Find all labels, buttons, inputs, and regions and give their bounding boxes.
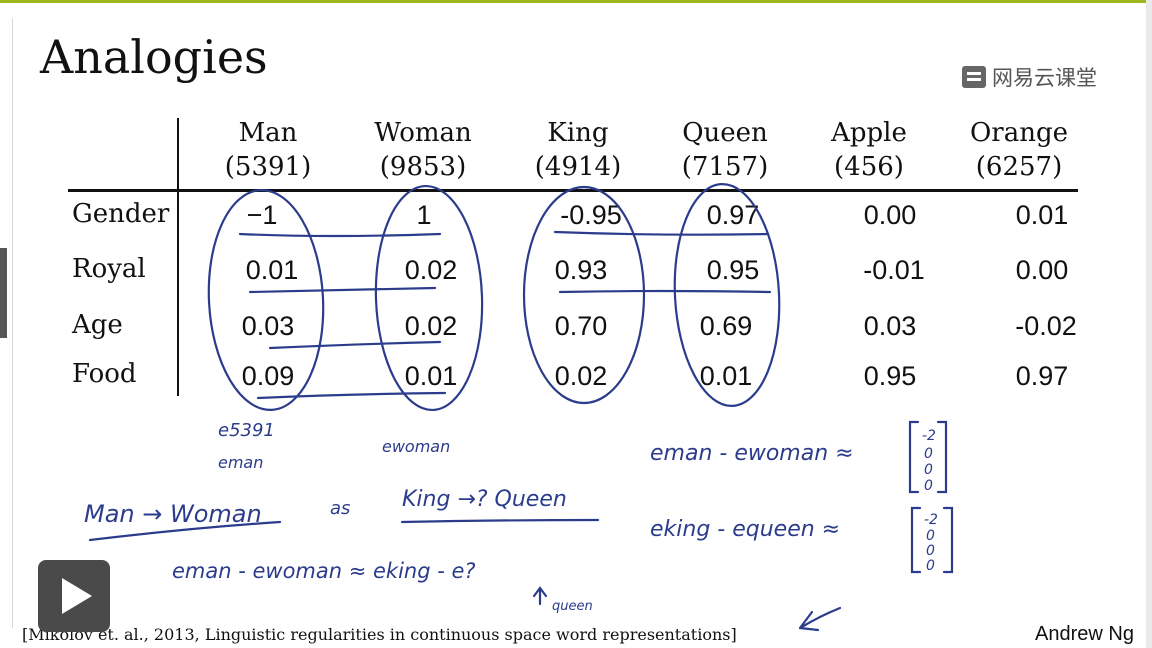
ellipse-king-column <box>522 185 646 405</box>
table-cell: 0.09 <box>241 361 295 391</box>
hw-eman: eman <box>218 453 263 472</box>
hw-analogy-as: as <box>330 498 350 519</box>
column-index: (6257) <box>975 152 1063 182</box>
table-cell: 0.69 <box>699 311 753 341</box>
table-cell: -0.95 <box>560 200 622 230</box>
watermark-logo: 网易云课堂 <box>962 62 1097 92</box>
table-cell: 0.02 <box>404 311 458 341</box>
table-cell: 0.70 <box>554 311 608 341</box>
hw-eq3: eman - ewoman ≈ eking - e? <box>172 559 476 583</box>
row-label-age: Age <box>72 310 123 340</box>
underline-age <box>268 340 442 350</box>
table-cell: 0.01 <box>404 361 458 391</box>
table-cell: 0.97 <box>1015 361 1069 391</box>
hw-analogy-left: Man → Woman <box>84 500 262 528</box>
pointer-arrow <box>798 606 842 632</box>
slide-title: Analogies <box>40 30 268 84</box>
hw-vec1-0: -2 <box>922 428 936 444</box>
row-label-royal: Royal <box>72 254 146 284</box>
column-header-queen: Queen (7157) <box>682 116 768 184</box>
table-cell: 0.95 <box>706 255 760 285</box>
hw-ewoman: ewoman <box>382 437 450 456</box>
table-vertical-divider <box>177 118 179 396</box>
table-cell: 0.97 <box>706 200 760 230</box>
column-word: Woman <box>374 118 472 148</box>
column-word: Man <box>238 118 298 148</box>
underline-king-queen <box>400 518 600 524</box>
column-index: (4914) <box>534 152 622 182</box>
top-accent-bar <box>0 0 1152 3</box>
column-index: (7157) <box>681 152 769 182</box>
hw-vec1-2: 0 <box>924 462 933 478</box>
table-cell: 0.02 <box>554 361 608 391</box>
column-word: King <box>547 118 609 148</box>
underline-food <box>256 391 447 400</box>
row-label-food: Food <box>72 359 137 389</box>
vector1-bracket <box>908 420 948 494</box>
watermark-text: 网易云课堂 <box>992 66 1097 90</box>
vector2-bracket <box>910 506 954 574</box>
hw-vec2-0: -2 <box>924 512 938 528</box>
queen-arrow <box>532 586 548 606</box>
column-header-man: Man (5391) <box>225 116 311 184</box>
ellipse-man-column <box>207 189 325 411</box>
table-cell: 0.95 <box>863 361 917 391</box>
hw-vec1-1: 0 <box>924 446 933 462</box>
hw-queen-note: queen <box>552 599 593 614</box>
hw-eq2: eking - equeen ≈ <box>650 517 840 542</box>
hw-vec2-3: 0 <box>926 558 935 574</box>
left-side-tab[interactable] <box>0 248 7 338</box>
row-label-gender: Gender <box>72 199 170 229</box>
hw-vec2-1: 0 <box>926 528 935 544</box>
table-cell: 0.93 <box>554 255 608 285</box>
column-index: (9853) <box>379 152 467 182</box>
slide-left-border <box>12 18 13 628</box>
column-header-woman: Woman (9853) <box>374 116 472 184</box>
hw-analogy-right: King →? Queen <box>402 487 567 512</box>
column-header-king: King (4914) <box>535 116 621 184</box>
underline-man-woman <box>88 520 282 542</box>
column-header-orange: Orange (6257) <box>970 116 1068 184</box>
table-cell: 1 <box>416 200 432 230</box>
table-cell: 0.03 <box>241 311 295 341</box>
table-cell: -0.01 <box>863 255 925 285</box>
citation: [Mikolov et. al., 2013, Linguistic regul… <box>22 625 737 644</box>
table-cell: 0.02 <box>404 255 458 285</box>
table-cell: 0.00 <box>1015 255 1069 285</box>
table-cell: 0.01 <box>1015 200 1069 230</box>
hw-eq1: eman - ewoman ≈ <box>650 441 854 466</box>
right-edge <box>1146 0 1152 648</box>
ellipse-queen-column <box>673 183 781 407</box>
author-name: Andrew Ng <box>1035 623 1134 645</box>
book-icon <box>962 66 986 88</box>
table-header-divider <box>68 189 1078 192</box>
table-cell: 0.00 <box>863 200 917 230</box>
table-cell: 0.01 <box>699 361 753 391</box>
hw-e5391: e5391 <box>218 420 275 441</box>
column-word: Queen <box>682 118 768 148</box>
column-index: (456) <box>834 152 904 182</box>
play-icon <box>62 578 92 614</box>
table-cell: -0.02 <box>1015 311 1077 341</box>
ellipse-woman-column <box>374 184 484 412</box>
column-word: Apple <box>831 118 907 148</box>
table-cell: −1 <box>246 200 278 230</box>
column-index: (5391) <box>224 152 312 182</box>
underline-royal <box>248 286 772 294</box>
column-header-apple: Apple (456) <box>831 116 907 184</box>
column-word: Orange <box>969 118 1069 148</box>
underline-gender <box>238 230 770 238</box>
table-cell: 0.01 <box>245 255 299 285</box>
hw-vec2-2: 0 <box>926 543 935 559</box>
play-button[interactable] <box>38 560 110 632</box>
hw-vec1-3: 0 <box>924 478 933 494</box>
table-cell: 0.03 <box>863 311 917 341</box>
